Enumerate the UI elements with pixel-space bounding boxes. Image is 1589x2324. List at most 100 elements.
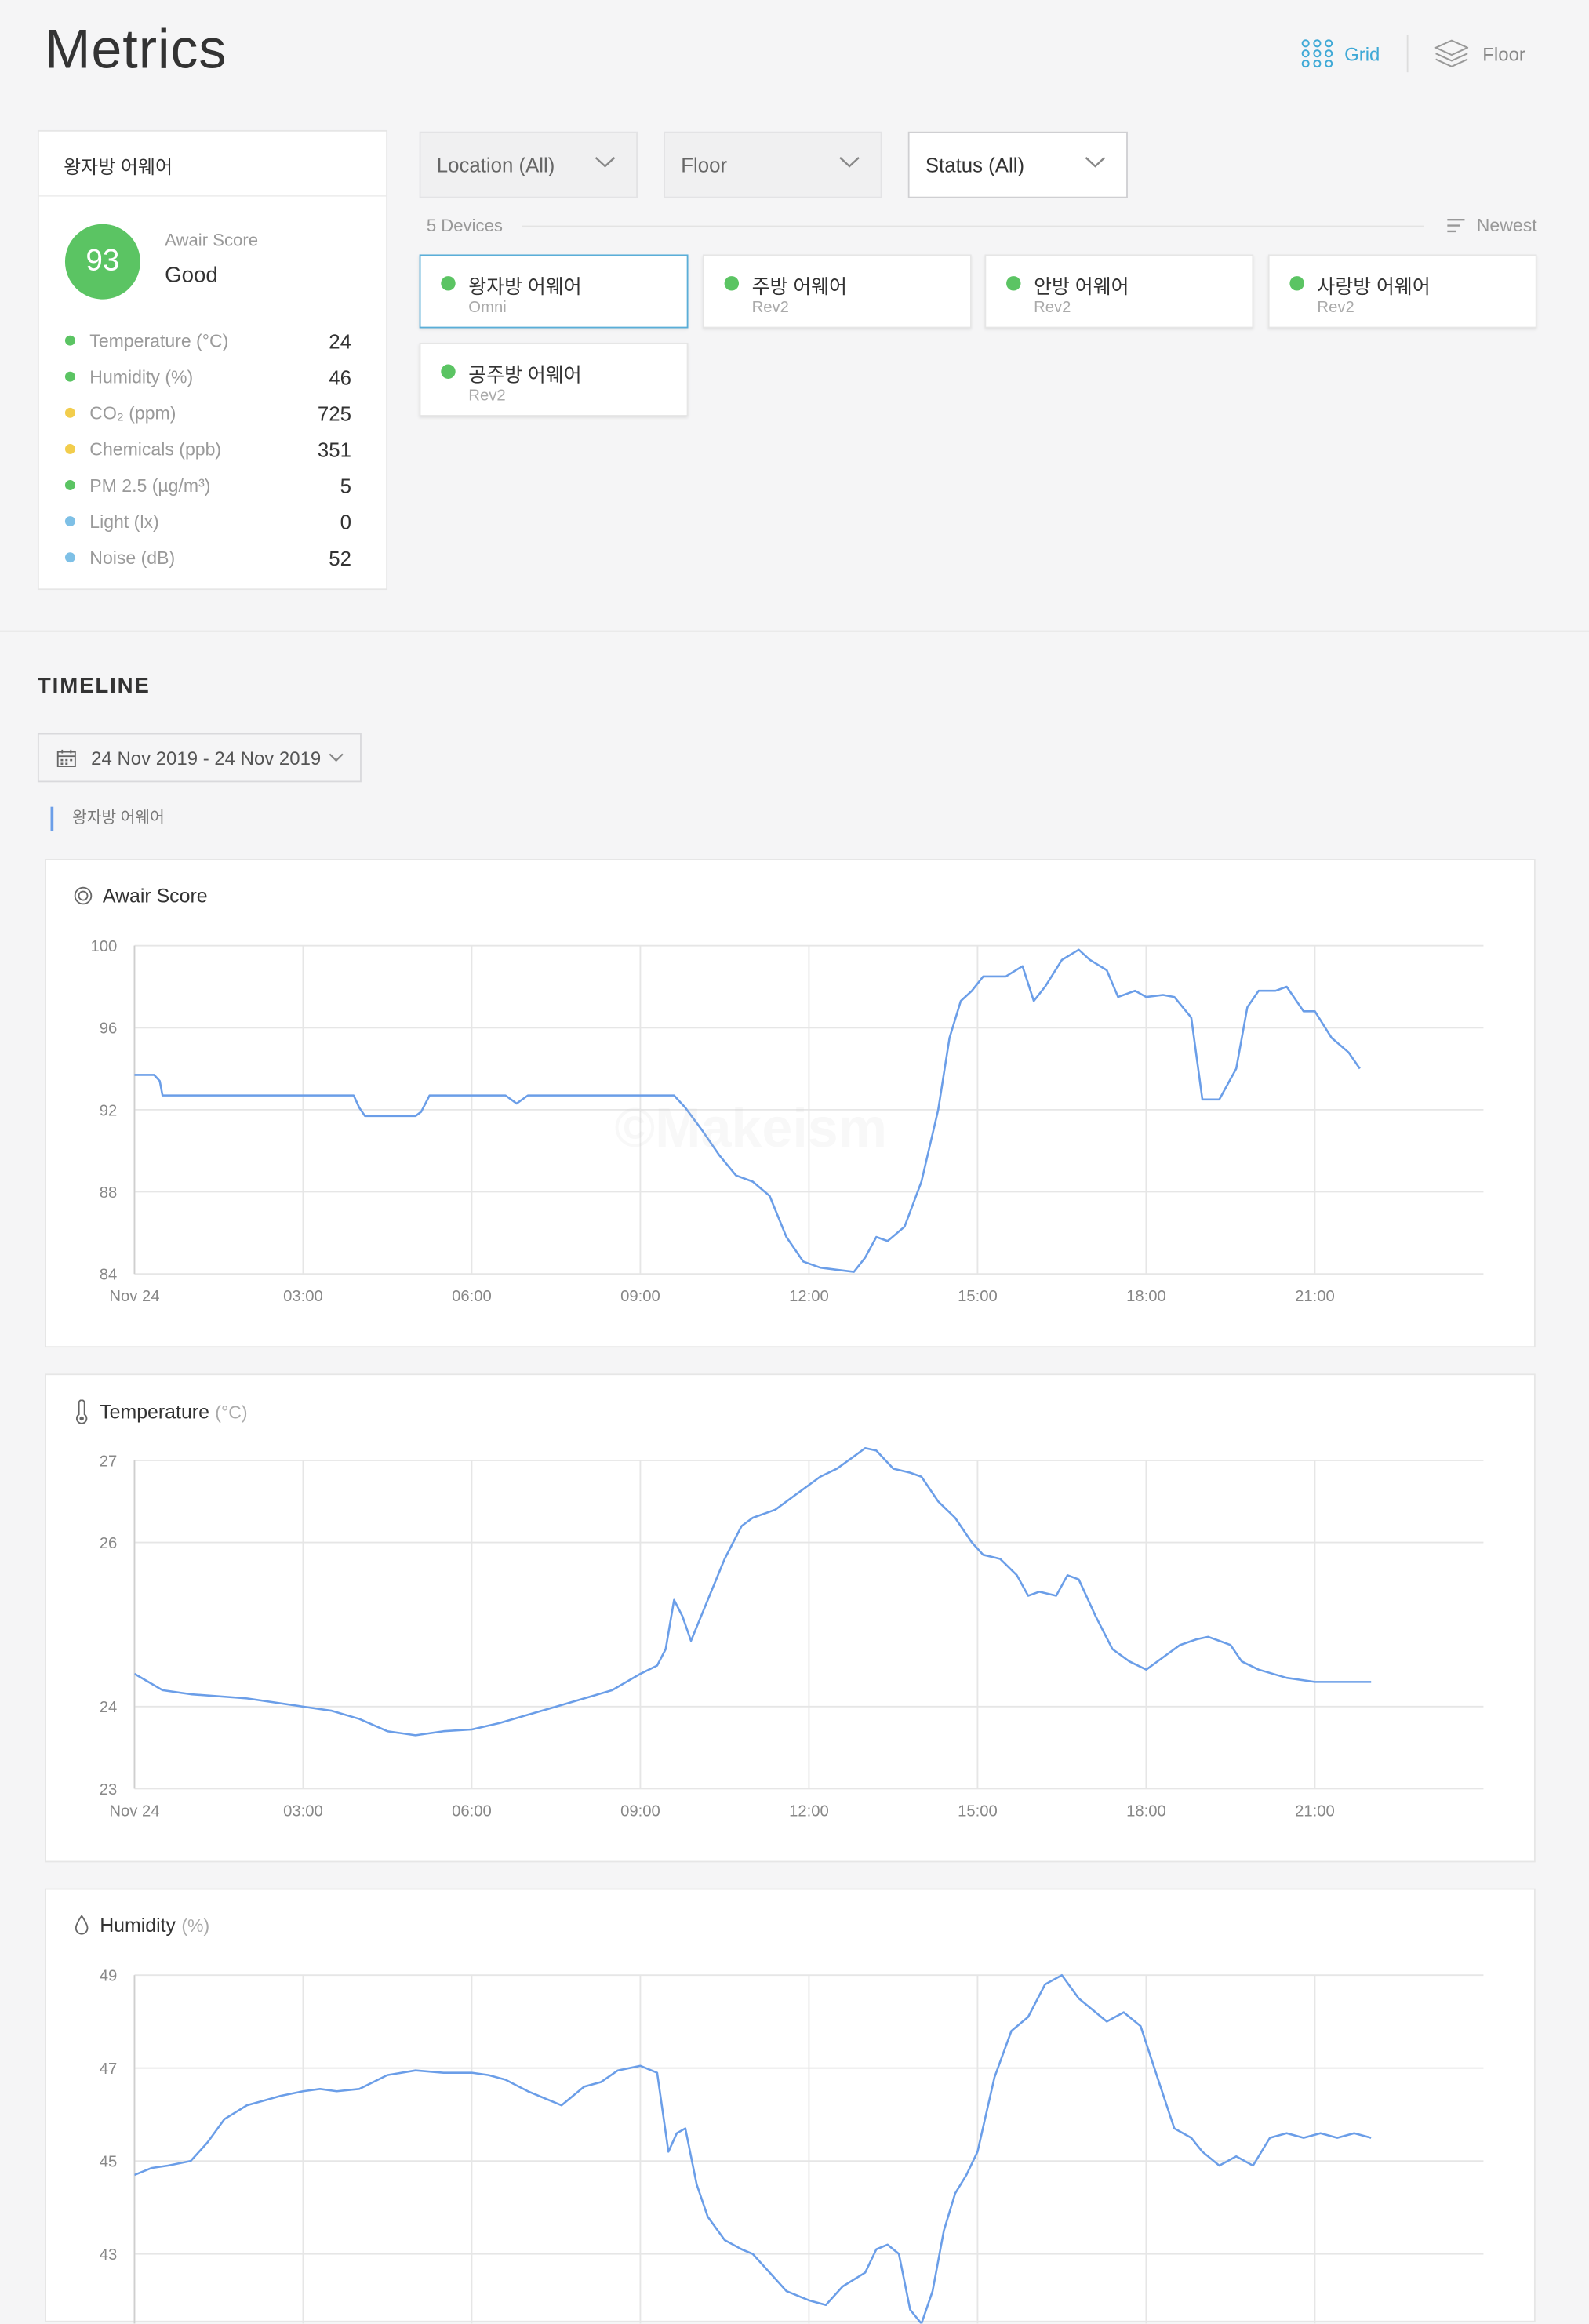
status-dot xyxy=(64,371,75,382)
chart-header: Awair Score xyxy=(74,885,213,907)
location-filter-label: Location (All) xyxy=(436,153,555,176)
y-tick-label: 27 xyxy=(100,1453,118,1470)
x-tick-label: 06:00 xyxy=(452,1288,492,1305)
y-tick-label: 49 xyxy=(100,1968,118,1985)
status-dot xyxy=(1289,276,1304,291)
chart-title: Humidity xyxy=(100,1914,176,1937)
status-dot xyxy=(64,407,75,418)
status-dot xyxy=(64,335,75,346)
x-tick-label: 15:00 xyxy=(958,1802,998,1820)
metric-list: Temperature (°C) 24 Humidity (%) 46 CO₂ (p… xyxy=(64,322,351,576)
calendar-icon xyxy=(56,748,76,767)
metric-row-noise: Noise (dB) 52 xyxy=(64,540,351,576)
device-model: Rev2 xyxy=(1317,299,1354,317)
y-tick-label: 24 xyxy=(100,1699,118,1716)
device-model: Omni xyxy=(468,299,507,317)
x-tick-label: 18:00 xyxy=(1126,1288,1166,1305)
y-tick-label: 100 xyxy=(91,938,118,955)
grid-view-label: Grid xyxy=(1344,42,1380,65)
sort-icon xyxy=(1447,219,1466,233)
device-model: Rev2 xyxy=(1034,299,1071,317)
metric-row-co2: CO₂ (ppm) 725 xyxy=(64,395,351,431)
x-tick-label: 09:00 xyxy=(620,1288,660,1305)
floor-view-label: Floor xyxy=(1482,42,1525,65)
date-range-picker[interactable]: 24 Nov 2019 - 24 Nov 2019 xyxy=(37,733,362,783)
chart-header: Temperature (°C) xyxy=(74,1399,248,1424)
metric-value: 24 xyxy=(329,329,351,352)
device-card-4[interactable]: 공주방 어웨어 Rev2 xyxy=(419,342,689,416)
y-tick-label: 45 xyxy=(100,2154,118,2171)
grid-view-button[interactable]: Grid xyxy=(1301,39,1380,68)
temperature-chart-card: Temperature (°C) 23 24 26 27 Nov 24 03:00 06:0… xyxy=(45,1373,1536,1863)
temperature-chart: 23 24 26 27 Nov 24 03:00 06:00 09:00 12:00 15:00 1… xyxy=(100,1446,1484,1820)
y-tick-label: 96 xyxy=(100,1020,118,1038)
series-line xyxy=(134,1973,1372,2324)
x-tick-label: 03:00 xyxy=(283,1802,323,1820)
device-name: 왕자방 어웨어 xyxy=(468,276,582,298)
chart-unit: (%) xyxy=(181,1915,210,1936)
device-card-2[interactable]: 안방 어웨어 Rev2 xyxy=(984,254,1254,329)
status-dot xyxy=(64,480,75,490)
status-dot xyxy=(64,516,75,527)
metrics-page: Metrics Grid Floor xyxy=(0,20,1589,2324)
x-tick-label: 06:00 xyxy=(452,1802,492,1820)
metric-row-light: Light (lx) 0 xyxy=(64,504,351,540)
floor-filter-dropdown[interactable]: Floor xyxy=(664,131,882,198)
y-tick-label: 92 xyxy=(100,1102,118,1119)
device-model: Rev2 xyxy=(468,387,506,406)
y-tick-label: 84 xyxy=(100,1266,118,1283)
x-tick-label: 03:00 xyxy=(283,1288,323,1305)
device-card-1[interactable]: 주방 어웨어 Rev2 xyxy=(702,254,972,329)
watermark-text: ©Makeism xyxy=(614,1099,888,1160)
metric-label: Noise (dB) xyxy=(89,547,176,568)
awair-score-chart-card: Awair Score 84 88 92 96 100 Nov 24 03:00 06:00 0… xyxy=(45,859,1536,1348)
metric-value: 0 xyxy=(340,509,351,533)
view-toggle: Grid Floor xyxy=(1301,35,1525,73)
device-name: 주방 어웨어 xyxy=(751,276,848,298)
sort-newest-button[interactable]: Newest xyxy=(1446,216,1537,235)
divider xyxy=(522,225,1424,227)
status-dot xyxy=(441,364,456,379)
x-tick-label: Nov 24 xyxy=(109,1288,159,1305)
device-card-3[interactable]: 사랑방 어웨어 Rev2 xyxy=(1267,254,1537,329)
droplet-icon xyxy=(75,1915,89,1935)
metric-row-temperature: Temperature (°C) 24 xyxy=(64,322,351,358)
status-dot xyxy=(441,276,456,291)
humidity-chart: 43 45 47 49 xyxy=(100,1968,1484,2324)
status-filter-dropdown[interactable]: Status (All) xyxy=(907,131,1128,198)
x-tick-label: 21:00 xyxy=(1295,1288,1335,1305)
humidity-chart-card: Humidity (%) 43 45 47 49 xyxy=(45,1888,1536,2324)
x-tick-label: 21:00 xyxy=(1295,1802,1335,1820)
x-tick-label: 15:00 xyxy=(958,1288,998,1305)
device-summary-card: 왕자방 어웨어 93 Awair Score Good Temperature … xyxy=(37,129,388,591)
x-tick-label: 18:00 xyxy=(1126,1802,1166,1820)
date-range-label: 24 Nov 2019 - 24 Nov 2019 xyxy=(91,747,322,769)
view-toggle-divider xyxy=(1407,35,1409,73)
page-title: Metrics xyxy=(45,20,227,82)
x-tick-label: 09:00 xyxy=(620,1802,660,1820)
x-tick-label: 12:00 xyxy=(789,1802,829,1820)
y-tick-label: 23 xyxy=(100,1781,118,1798)
device-card-0[interactable]: 왕자방 어웨어 Omni xyxy=(419,254,689,329)
timeline-title: TIMELINE xyxy=(37,674,151,699)
status-dot xyxy=(64,443,75,454)
device-name: 사랑방 어웨어 xyxy=(1317,276,1431,298)
thermometer-icon xyxy=(75,1399,88,1424)
series-line xyxy=(134,1446,1372,1737)
chart-title: Awair Score xyxy=(102,885,208,907)
device-model: Rev2 xyxy=(751,299,789,317)
awair-score-badge: 93 xyxy=(64,224,140,300)
awair-score-chart: 84 88 92 96 100 Nov 24 03:00 06:00 09:00 12:00 15:… xyxy=(91,938,1484,1305)
metric-label: PM 2.5 (µg/m³) xyxy=(89,475,211,496)
metric-label: Temperature (°C) xyxy=(89,330,229,351)
floor-filter-label: Floor xyxy=(681,153,728,176)
y-tick-label: 26 xyxy=(100,1535,118,1552)
chart-title: Temperature xyxy=(100,1401,209,1424)
device-name: 공주방 어웨어 xyxy=(468,364,582,387)
floor-view-button[interactable]: Floor xyxy=(1434,38,1525,70)
metric-label: Light (lx) xyxy=(89,511,159,532)
location-filter-dropdown[interactable]: Location (All) xyxy=(419,131,638,198)
status-dot xyxy=(64,552,75,563)
status-filter-label: Status (All) xyxy=(925,153,1025,176)
device-name: 안방 어웨어 xyxy=(1034,276,1129,298)
